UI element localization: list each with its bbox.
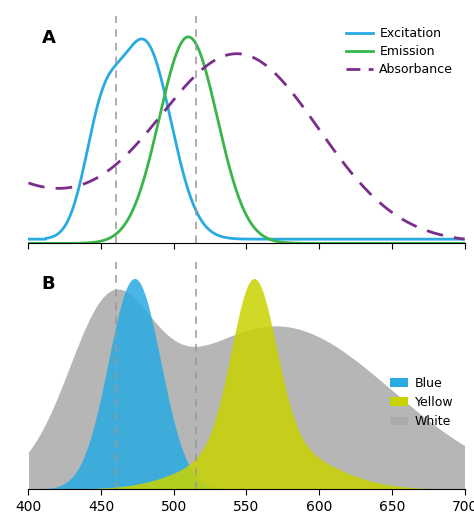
Legend: Blue, Yellow, White: Blue, Yellow, White <box>384 372 458 433</box>
Text: A: A <box>42 29 55 47</box>
Text: B: B <box>42 275 55 293</box>
Legend: Excitation, Emission, Absorbance: Excitation, Emission, Absorbance <box>341 22 458 81</box>
